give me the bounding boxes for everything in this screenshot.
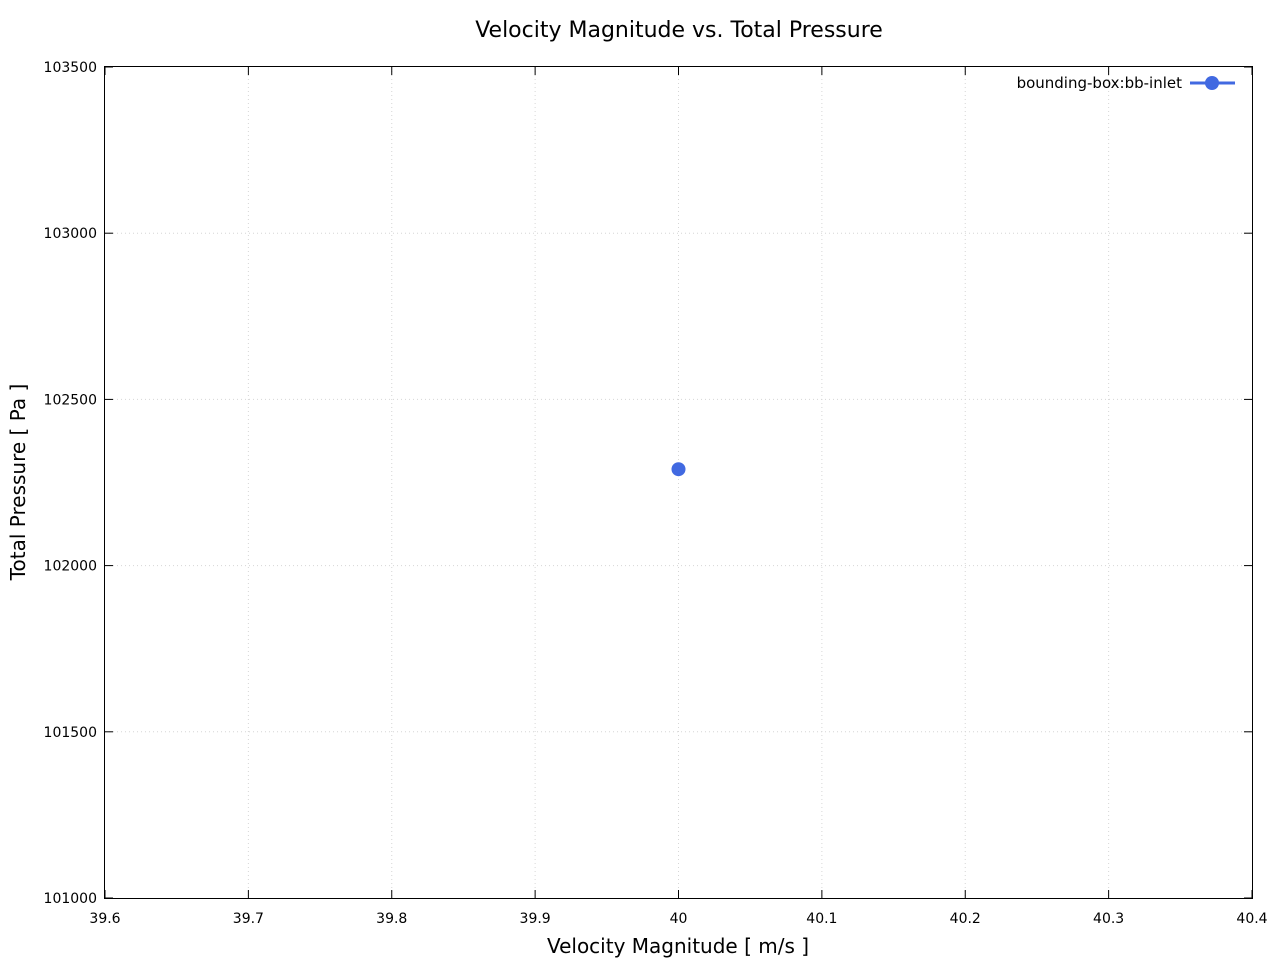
y-tick-label: 103000 (44, 226, 97, 242)
y-tick-label: 103500 (44, 60, 97, 76)
y-tick-label: 101500 (44, 725, 97, 741)
y-tick-label: 102500 (44, 392, 97, 408)
axis-ticks (104, 66, 1253, 899)
x-tick-label: 40.2 (950, 911, 981, 927)
y-axis-label: Total Pressure [ Pa ] (6, 384, 30, 582)
x-tick-label: 39.7 (233, 911, 264, 927)
x-tick-label: 40.3 (1093, 911, 1124, 927)
y-tick-label: 102000 (44, 559, 97, 575)
series-layer (671, 462, 686, 477)
x-tick-label: 40 (670, 911, 688, 927)
x-tick-label: 39.6 (89, 911, 120, 927)
plot-frame (104, 66, 1253, 899)
y-tick-labels: 101000 101500 102000 102500 103000 103500 (44, 60, 97, 907)
data-point (671, 462, 686, 477)
legend-label: bounding-box:bb-inlet (1017, 74, 1183, 92)
grid (105, 67, 1252, 898)
legend: bounding-box:bb-inlet (1017, 74, 1235, 92)
series-0 (671, 462, 686, 477)
x-axis-label: Velocity Magnitude [ m/s ] (547, 934, 809, 958)
x-tick-label: 40.1 (806, 911, 837, 927)
x-tick-label: 39.8 (376, 911, 407, 927)
legend-marker (1205, 76, 1219, 90)
x-tick-labels: 39.6 39.7 39.8 39.9 40 40.1 40.2 40.3 40.4 (89, 911, 1267, 927)
y-tick-label: 101000 (44, 891, 97, 907)
chart-title: Velocity Magnitude vs. Total Pressure (475, 18, 883, 43)
x-tick-label: 40.4 (1236, 911, 1267, 927)
x-tick-label: 39.9 (520, 911, 551, 927)
